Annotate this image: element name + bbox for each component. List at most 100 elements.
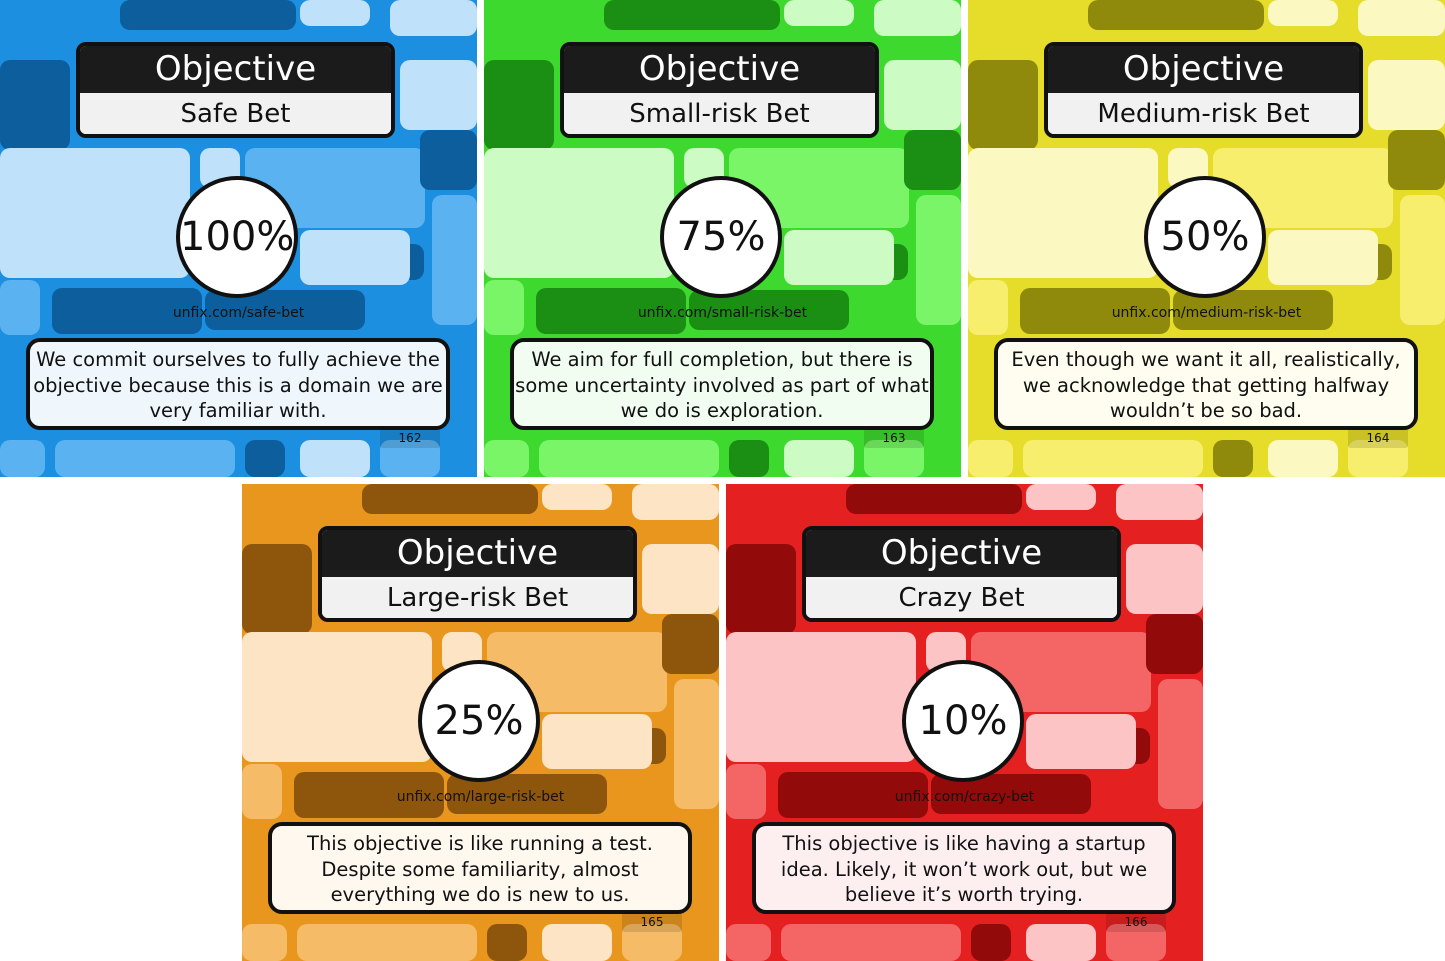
background-tile bbox=[846, 484, 1022, 514]
background-tile bbox=[1268, 230, 1378, 285]
background-tile bbox=[916, 195, 961, 325]
background-tile bbox=[674, 679, 719, 809]
background-tile bbox=[1026, 714, 1136, 769]
objective-heading: Objective bbox=[80, 46, 391, 93]
card-safe-bet: Objective Safe Bet 100% unfix.com/safe-b… bbox=[0, 0, 477, 477]
percentage-circle: 100% bbox=[176, 176, 298, 298]
card-medium-risk-bet: Objective Medium-risk Bet 50% unfix.com/… bbox=[968, 0, 1445, 477]
bet-type-label: Crazy Bet bbox=[806, 577, 1117, 618]
percentage-circle: 75% bbox=[660, 176, 782, 298]
background-tile bbox=[1213, 440, 1253, 477]
background-tile bbox=[297, 924, 477, 961]
background-tile bbox=[884, 60, 961, 130]
background-tile bbox=[864, 440, 924, 477]
background-tile bbox=[632, 484, 719, 520]
background-tile bbox=[432, 195, 477, 325]
url-link[interactable]: unfix.com/small-risk-bet bbox=[637, 305, 808, 321]
background-tile bbox=[1088, 0, 1264, 30]
objective-title-box: Objective Safe Bet bbox=[76, 42, 395, 138]
background-tile bbox=[420, 130, 477, 190]
background-tile bbox=[1126, 544, 1203, 614]
background-tile bbox=[242, 632, 432, 762]
background-tile bbox=[784, 440, 854, 477]
background-tile bbox=[1268, 440, 1338, 477]
page-number: 163 bbox=[864, 428, 924, 448]
background-tile bbox=[542, 484, 612, 510]
percentage-circle: 50% bbox=[1144, 176, 1266, 298]
bet-type-label: Medium-risk Bet bbox=[1048, 93, 1359, 134]
background-tile bbox=[1368, 60, 1445, 130]
background-tile bbox=[968, 440, 1013, 477]
description-box: We commit ourselves to fully achieve the… bbox=[26, 338, 450, 430]
background-tile bbox=[874, 0, 961, 36]
background-tile bbox=[484, 60, 554, 150]
background-tile bbox=[294, 772, 444, 818]
url-link[interactable]: unfix.com/large-risk-bet bbox=[396, 789, 565, 805]
page-number: 166 bbox=[1106, 912, 1166, 932]
background-tile bbox=[0, 60, 70, 150]
background-tile bbox=[390, 0, 477, 36]
background-tile bbox=[968, 280, 1008, 335]
description-box: We aim for full completion, but there is… bbox=[510, 338, 934, 430]
background-tile bbox=[300, 0, 370, 26]
url-link[interactable]: unfix.com/crazy-bet bbox=[894, 789, 1035, 805]
description-box: This objective is like running a test. D… bbox=[268, 822, 692, 914]
bet-type-label: Safe Bet bbox=[80, 93, 391, 134]
page-number: 162 bbox=[380, 428, 440, 448]
background-tile bbox=[968, 60, 1038, 150]
background-tile bbox=[1026, 924, 1096, 961]
background-tile bbox=[784, 230, 894, 285]
background-tile bbox=[0, 440, 45, 477]
background-tile bbox=[55, 440, 235, 477]
description-box: Even though we want it all, realisticall… bbox=[994, 338, 1418, 430]
background-tile bbox=[242, 924, 287, 961]
page-number: 164 bbox=[1348, 428, 1408, 448]
background-tile bbox=[968, 148, 1158, 278]
background-tile bbox=[781, 924, 961, 961]
background-tile bbox=[362, 484, 538, 514]
background-tile bbox=[484, 148, 674, 278]
url-link[interactable]: unfix.com/safe-bet bbox=[172, 305, 305, 321]
background-tile bbox=[1348, 440, 1408, 477]
background-tile bbox=[0, 280, 40, 335]
background-tile bbox=[484, 280, 524, 335]
percentage-circle: 25% bbox=[418, 660, 540, 782]
objective-title-box: Objective Medium-risk Bet bbox=[1044, 42, 1363, 138]
background-tile bbox=[1020, 288, 1170, 334]
background-tile bbox=[604, 0, 780, 30]
background-tile bbox=[542, 714, 652, 769]
background-tile bbox=[726, 632, 916, 762]
background-tile bbox=[904, 130, 961, 190]
background-tile bbox=[971, 924, 1011, 961]
background-tile bbox=[1268, 0, 1338, 26]
objective-heading: Objective bbox=[1048, 46, 1359, 93]
background-tile bbox=[1116, 484, 1203, 520]
background-tile bbox=[622, 924, 682, 961]
background-tile bbox=[1158, 679, 1203, 809]
background-tile bbox=[1146, 614, 1203, 674]
objective-heading: Objective bbox=[564, 46, 875, 93]
background-tile bbox=[380, 440, 440, 477]
background-tile bbox=[242, 544, 312, 634]
background-tile bbox=[300, 230, 410, 285]
background-tile bbox=[1023, 440, 1203, 477]
objective-title-box: Objective Small-risk Bet bbox=[560, 42, 879, 138]
background-tile bbox=[300, 440, 370, 477]
background-tile bbox=[0, 148, 190, 278]
background-tile bbox=[726, 764, 766, 819]
background-tile bbox=[1026, 484, 1096, 510]
background-tile bbox=[400, 60, 477, 130]
page-number: 165 bbox=[622, 912, 682, 932]
background-tile bbox=[539, 440, 719, 477]
percentage-circle: 10% bbox=[902, 660, 1024, 782]
background-tile bbox=[778, 772, 928, 818]
background-tile bbox=[726, 924, 771, 961]
background-tile bbox=[484, 440, 529, 477]
background-tile bbox=[120, 0, 296, 30]
url-link[interactable]: unfix.com/medium-risk-bet bbox=[1111, 305, 1302, 321]
background-tile bbox=[242, 764, 282, 819]
card-small-risk-bet: Objective Small-risk Bet 75% unfix.com/s… bbox=[484, 0, 961, 477]
description-box: This objective is like having a startup … bbox=[752, 822, 1176, 914]
background-tile bbox=[784, 0, 854, 26]
background-tile bbox=[1106, 924, 1166, 961]
